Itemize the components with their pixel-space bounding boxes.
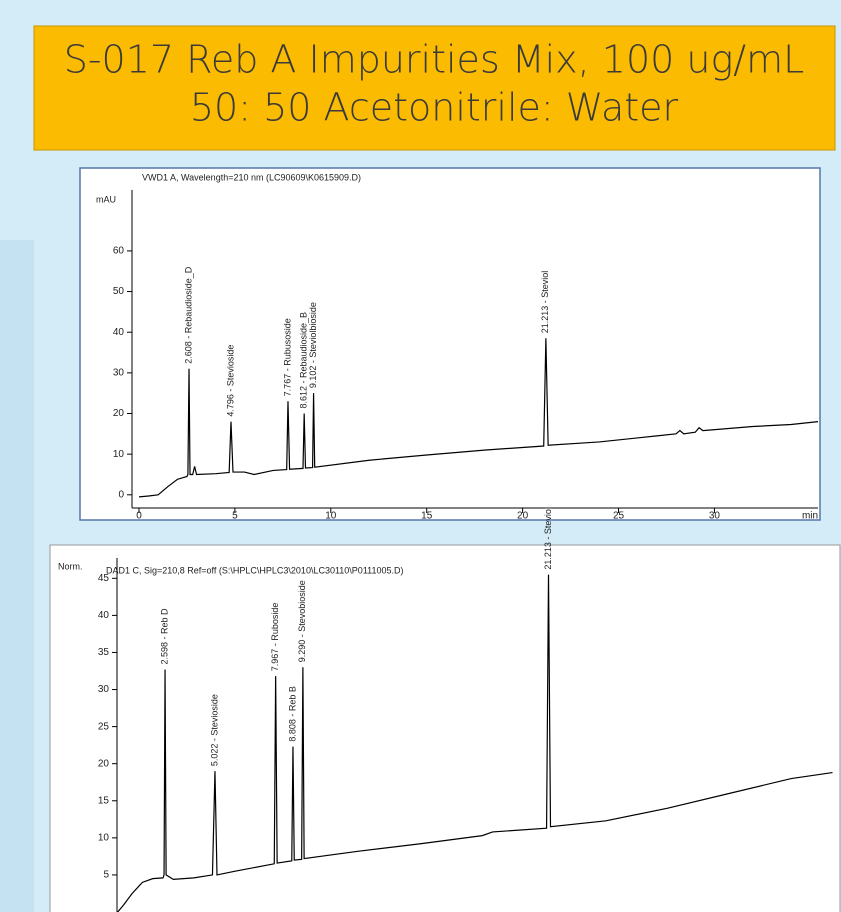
chart-frame: [49, 544, 841, 912]
trace: [117, 574, 833, 912]
x-axis-label: min: [802, 511, 818, 522]
y-axis-label: Norm.: [58, 561, 83, 571]
peak-label: 21.213 - Steviol: [540, 271, 550, 334]
y-tick-label: 5: [103, 870, 109, 881]
chart-title: DAD1 C, Sig=210,8 Ref=off (S:\HPLC\HPLC3…: [106, 565, 404, 575]
x-tick-label: 25: [613, 511, 625, 522]
peak-label: 4.796 - Stevioside: [225, 345, 235, 417]
x-tick-label: 15: [421, 511, 433, 522]
peak-label: 2.598 - Reb D: [159, 608, 169, 665]
y-tick-label: 15: [98, 795, 110, 806]
peak-label: 9.102 - Steviolbioside: [308, 302, 318, 388]
x-tick-label: 5: [232, 511, 238, 522]
y-tick-label: 25: [98, 721, 110, 732]
y-tick-label: 60: [113, 246, 125, 257]
trace: [138, 338, 819, 498]
chart-title: VWD1 A, Wavelength=210 nm (LC90609\K0615…: [142, 172, 361, 182]
y-tick-label: 20: [113, 408, 125, 419]
y-tick-label: 10: [98, 832, 110, 843]
peak-label: 8.612 - Rebaudioside_B: [299, 312, 309, 409]
y-tick-label: 20: [98, 758, 110, 769]
y-tick-label: 35: [98, 647, 110, 658]
y-tick-label: 40: [98, 610, 110, 621]
x-tick-label: 0: [136, 511, 142, 522]
peak-label: 9.290 - Stevobioside: [297, 580, 307, 662]
peak-label: 7.967 - Ruboside: [270, 603, 280, 672]
side-band: [0, 240, 34, 912]
peak-label: 7.767 - Rubusoside: [282, 318, 292, 396]
x-tick-label: 10: [325, 511, 337, 522]
peak-label: 5.022 - Stevioside: [209, 694, 219, 766]
y-tick-label: 0: [118, 489, 124, 500]
peak-label: 2.608 - Rebaudioside_D: [183, 266, 193, 364]
x-tick-label: 30: [709, 511, 721, 522]
slide-title: S-017 Reb A Impurities Mix, 100 ug/mL: [64, 38, 805, 82]
peak-label: 21.213 - Steviol: [543, 507, 553, 570]
y-tick-label: 45: [98, 573, 110, 584]
y-tick-label: 40: [113, 327, 125, 338]
x-tick-label: 20: [517, 511, 529, 522]
y-tick-label: 10: [113, 449, 125, 460]
y-axis-label: mAU: [96, 194, 116, 204]
y-tick-label: 30: [98, 684, 110, 695]
chart-frame: [79, 167, 821, 521]
title-box: [33, 25, 836, 151]
peak-label: 8.808 - Reb B: [287, 686, 297, 742]
y-tick-label: 50: [113, 286, 125, 297]
y-tick-label: 30: [113, 367, 125, 378]
slide-subtitle: 50: 50 Acetonitrile: Water: [190, 86, 679, 130]
